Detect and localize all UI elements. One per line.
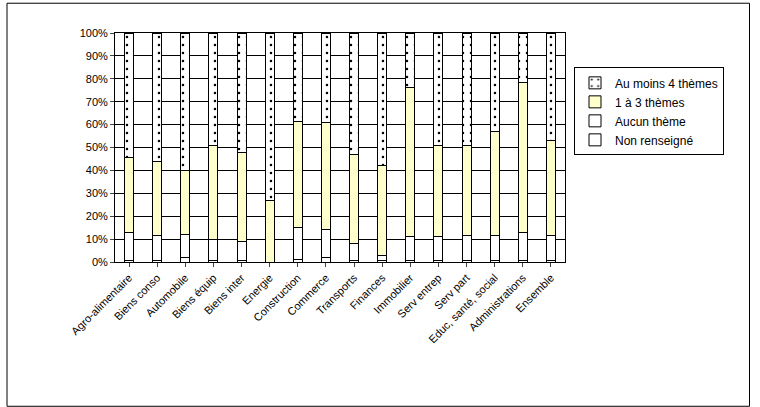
svg-text:Biens conso: Biens conso — [112, 272, 163, 323]
svg-text:Immobilier: Immobilier — [371, 271, 416, 316]
svg-text:Aucun thème: Aucun thème — [615, 115, 686, 129]
svg-text:Biens équip: Biens équip — [170, 272, 219, 321]
svg-text:Serv part: Serv part — [432, 272, 472, 312]
svg-text:Non renseigné: Non renseigné — [615, 134, 693, 148]
svg-text:30%: 30% — [86, 187, 108, 199]
svg-text:Finances: Finances — [347, 271, 387, 311]
svg-text:80%: 80% — [86, 73, 108, 85]
svg-text:20%: 20% — [86, 210, 108, 222]
svg-text:Ensemble: Ensemble — [513, 272, 556, 315]
svg-text:Au moins 4 thèmes: Au moins 4 thèmes — [615, 77, 718, 91]
svg-text:Administrations: Administrations — [466, 271, 528, 333]
svg-text:1 à 3 thèmes: 1 à 3 thèmes — [615, 96, 684, 110]
svg-text:Transports: Transports — [314, 271, 360, 317]
svg-text:Construction: Construction — [251, 272, 303, 324]
svg-text:Agro-alimentaire: Agro-alimentaire — [69, 272, 135, 338]
svg-text:Biens inter: Biens inter — [202, 271, 247, 316]
svg-text:Educ, santé, social: Educ, santé, social — [426, 272, 500, 346]
svg-text:Commerce: Commerce — [285, 272, 332, 319]
svg-text:Energie: Energie — [240, 272, 275, 307]
svg-text:Automobile: Automobile — [143, 272, 190, 319]
svg-text:60%: 60% — [86, 118, 108, 130]
svg-text:100%: 100% — [80, 27, 108, 39]
svg-text:40%: 40% — [86, 164, 108, 176]
svg-text:10%: 10% — [86, 233, 108, 245]
svg-text:0%: 0% — [92, 256, 108, 268]
svg-text:90%: 90% — [86, 50, 108, 62]
svg-text:70%: 70% — [86, 96, 108, 108]
svg-text:50%: 50% — [86, 141, 108, 153]
svg-text:Serv entrep: Serv entrep — [395, 272, 444, 321]
